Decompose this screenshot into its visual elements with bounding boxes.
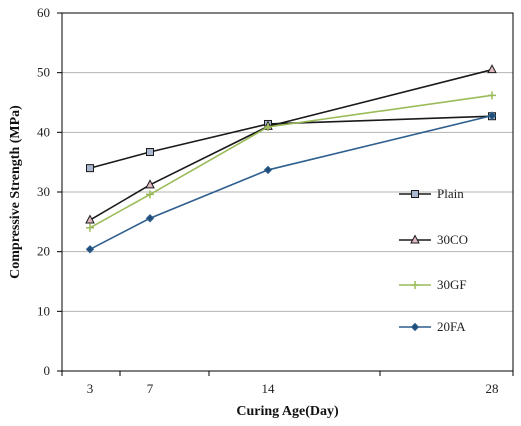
series-line-30gf bbox=[89, 94, 493, 229]
series-30gf bbox=[86, 91, 496, 232]
series-plain bbox=[86, 112, 496, 173]
data-point-30co bbox=[145, 179, 155, 189]
data-point-30gf bbox=[264, 122, 272, 131]
series-30co bbox=[85, 64, 497, 224]
legend-item-30gf: 30GF bbox=[399, 277, 467, 292]
data-point-30gf bbox=[146, 190, 154, 199]
legend-item-20fa: 20FA bbox=[399, 319, 466, 334]
y-tick-label: 0 bbox=[44, 363, 51, 378]
legend: Plain 30CO 30GF 20FA bbox=[399, 186, 468, 334]
y-tick-label: 20 bbox=[37, 244, 50, 259]
data-point-30co bbox=[85, 214, 95, 224]
legend-item-plain: Plain bbox=[399, 186, 464, 201]
x-tick-label: 7 bbox=[147, 381, 154, 396]
series-20fa bbox=[85, 111, 497, 254]
data-point-20fa bbox=[487, 111, 497, 120]
data-point-plain bbox=[86, 164, 94, 173]
legend-label-20fa: 20FA bbox=[437, 319, 466, 334]
data-point-20fa bbox=[145, 214, 155, 223]
data-point-20fa bbox=[263, 165, 273, 175]
series-line-plain bbox=[89, 115, 493, 169]
series-group bbox=[85, 64, 497, 254]
legend-marker-plain bbox=[411, 190, 419, 198]
data-point-30gf bbox=[86, 223, 94, 232]
legend-marker-20fa bbox=[410, 322, 420, 332]
y-tick-label: 30 bbox=[37, 184, 50, 199]
legend-label-30co: 30CO bbox=[437, 232, 468, 247]
data-point-30gf bbox=[488, 91, 496, 100]
legend-item-30co: 30CO bbox=[399, 232, 468, 247]
x-tick-label: 14 bbox=[262, 381, 276, 396]
y-tick-label: 60 bbox=[37, 5, 50, 20]
x-axis-title: Curing Age(Day) bbox=[236, 404, 339, 419]
legend-marker-30co bbox=[410, 234, 420, 244]
data-point-20fa bbox=[85, 245, 95, 254]
legend-label-plain: Plain bbox=[437, 186, 464, 201]
y-tick-label: 40 bbox=[37, 124, 50, 139]
series-line-30co bbox=[89, 68, 493, 221]
legend-marker-30gf bbox=[411, 281, 419, 289]
data-point-plain bbox=[146, 148, 154, 157]
data-point-30co bbox=[487, 64, 497, 74]
y-tick-label: 50 bbox=[37, 65, 50, 80]
y-axis-title: Compressive Strength (MPa) bbox=[8, 105, 23, 279]
y-tick-label: 10 bbox=[37, 303, 50, 318]
legend-label-30gf: 30GF bbox=[437, 277, 467, 292]
x-tick-label: 28 bbox=[486, 381, 499, 396]
series-line-20fa bbox=[89, 114, 493, 250]
x-tick-label: 3 bbox=[87, 381, 94, 396]
